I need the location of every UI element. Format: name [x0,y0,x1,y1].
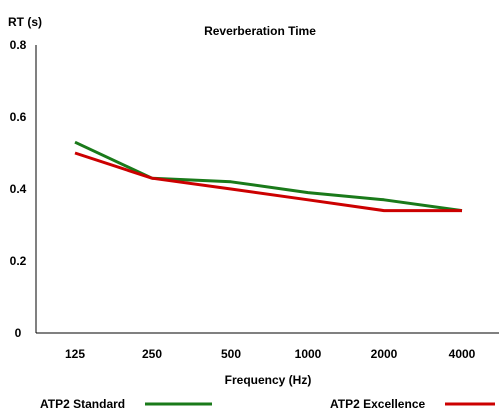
x-tick-labels: 125 250 500 1000 2000 4000 [65,347,476,361]
y-tick-label: 0.2 [10,254,27,268]
x-tick-label: 2000 [371,347,398,361]
x-tick-label: 500 [221,347,241,361]
series-lines [74,140,463,213]
series-line-1 [74,151,462,213]
y-tick-label: 0 [15,326,22,340]
legend-label: ATP2 Standard [40,397,125,410]
x-tick-label: 125 [65,347,85,361]
y-tick-label: 0.6 [10,110,27,124]
y-axis-label: RT (s) [8,15,42,29]
y-tick-label: 0.4 [10,182,27,196]
x-tick-label: 250 [142,347,162,361]
chart-title: Reverberation Time [204,24,316,38]
x-tick-label: 1000 [295,347,322,361]
legend-label: ATP2 Excellence [330,397,425,410]
y-tick-labels: 0 0.2 0.4 0.6 0.8 [10,38,27,340]
x-axis-label: Frequency (Hz) [225,373,312,387]
legend: ATP2 Standard ATP2 Excellence [40,397,495,410]
series-line-0 [74,140,463,213]
x-tick-label: 4000 [449,347,476,361]
y-tick-label: 0.8 [10,38,27,52]
